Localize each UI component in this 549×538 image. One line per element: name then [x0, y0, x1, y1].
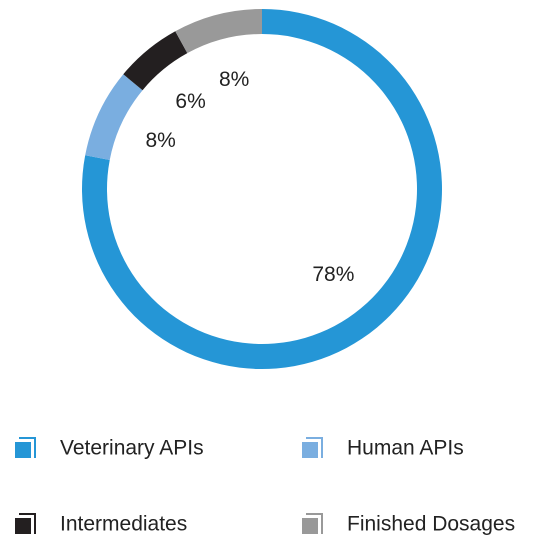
- legend-swatch: [15, 518, 31, 534]
- legend-frame: [19, 437, 36, 458]
- legend-frame: [306, 513, 323, 534]
- legend-frame: [306, 437, 323, 458]
- data-label: 78%: [312, 263, 354, 286]
- donut-segment: [123, 31, 188, 91]
- legend-label: Veterinary APIs: [60, 437, 204, 460]
- legend-label: Human APIs: [347, 437, 464, 460]
- donut-segment: [175, 8, 262, 54]
- donut-segment: [85, 74, 143, 160]
- legend-swatch: [302, 518, 318, 534]
- data-label: 8%: [145, 129, 175, 152]
- legend-label: Finished Dosages: [347, 513, 515, 536]
- legend-swatch: [302, 442, 318, 458]
- data-label: 6%: [175, 90, 205, 113]
- legend-label: Intermediates: [60, 513, 187, 536]
- legend-frame: [19, 513, 36, 534]
- data-label: 8%: [219, 68, 249, 91]
- legend-swatch: [15, 442, 31, 458]
